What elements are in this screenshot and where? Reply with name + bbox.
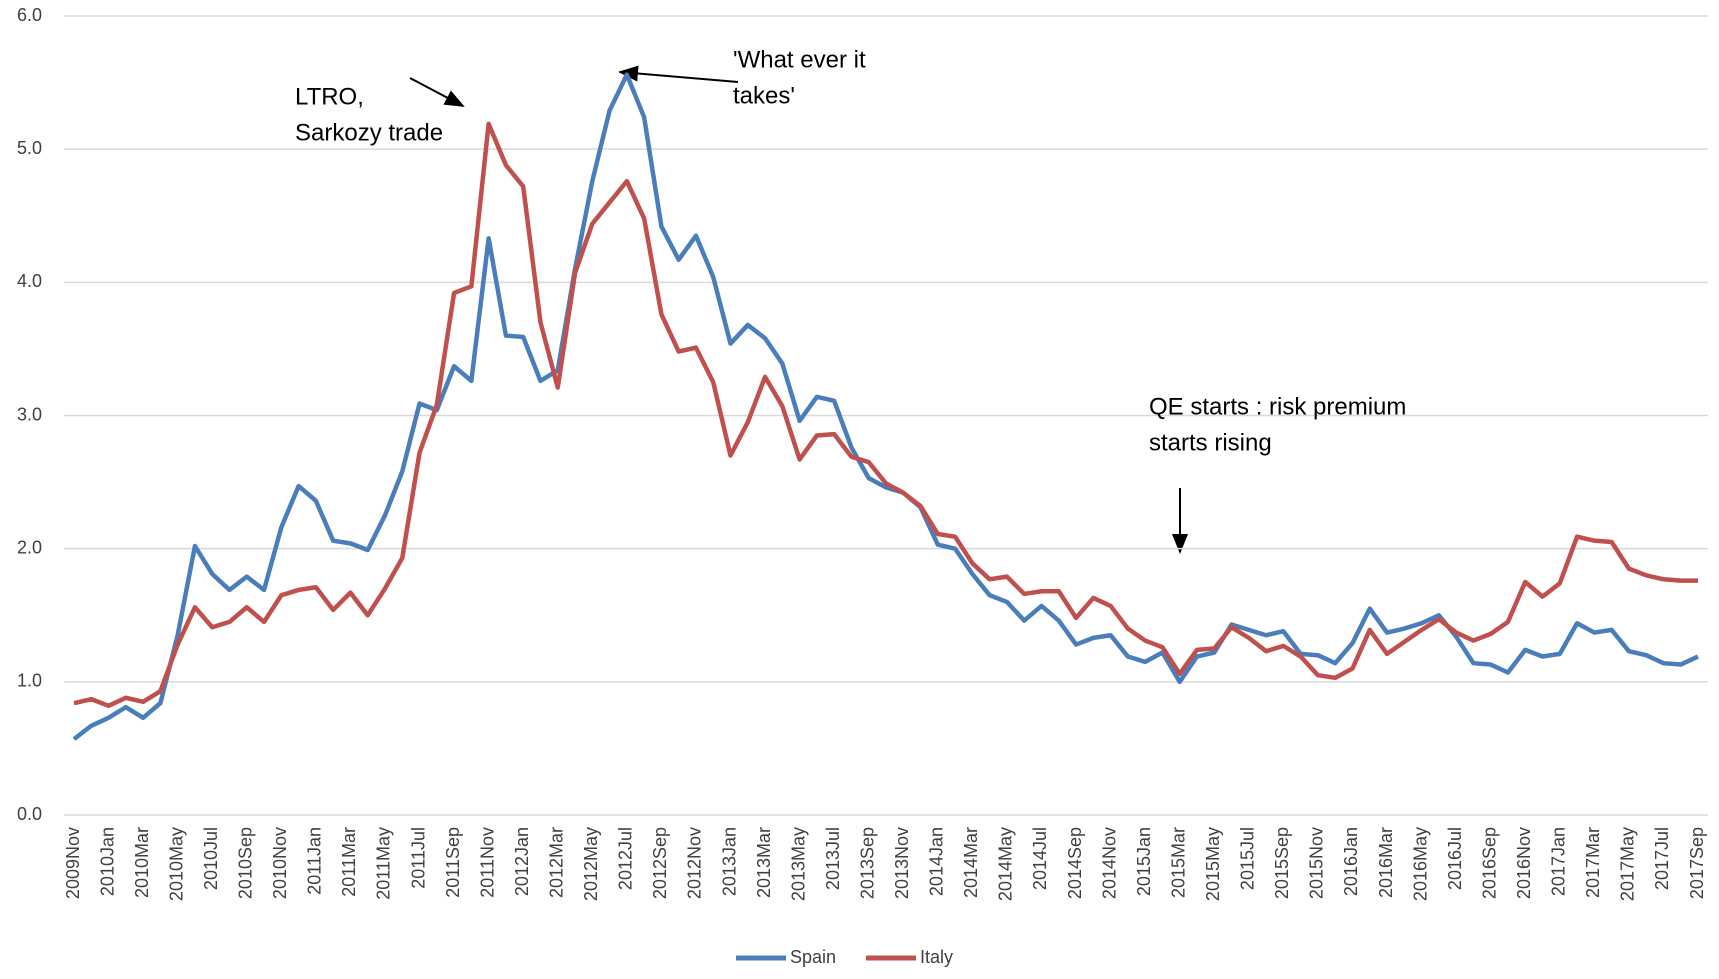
x-tick-label: 2014Nov [1099, 827, 1119, 899]
x-tick-label: 2009Nov [63, 827, 83, 899]
x-tick-label: 2013Sep [857, 827, 877, 899]
x-tick-label: 2011Sep [443, 827, 463, 898]
annotation: Sarkozy trade [295, 119, 443, 146]
annotation: takes' [733, 82, 795, 109]
x-tick-label: 2012Jul [616, 827, 636, 890]
x-tick-label: 2013Jul [823, 827, 843, 890]
annotation: starts rising [1149, 429, 1272, 456]
x-tick-label: 2013May [788, 827, 808, 901]
x-tick-label: 2017Sep [1687, 827, 1707, 899]
x-tick-label: 2016Jan [1341, 827, 1361, 896]
x-tick-label: 2010Jan [97, 827, 117, 896]
y-tick-label: 6.0 [17, 5, 42, 25]
x-tick-label: 2014May [996, 827, 1016, 901]
y-tick-label: 1.0 [17, 671, 42, 691]
x-tick-label: 2012May [581, 827, 601, 901]
x-tick-label: 2011Nov [477, 827, 497, 898]
x-tick-label: 2014Mar [961, 827, 981, 898]
x-tick-label: 2015Mar [1168, 827, 1188, 898]
y-tick-label: 0.0 [17, 804, 42, 824]
x-tick-label: 2017Jul [1652, 827, 1672, 890]
x-tick-label: 2017May [1618, 827, 1638, 901]
x-tick-label: 2015Jul [1238, 827, 1258, 890]
x-tick-label: 2011May [374, 827, 394, 900]
x-tick-label: 2013Nov [892, 827, 912, 899]
y-tick-label: 5.0 [17, 138, 42, 158]
x-tick-label: 2012Sep [650, 827, 670, 899]
arrow [409, 77, 465, 107]
annotation: LTRO, [295, 83, 364, 110]
x-tick-label: 2010Nov [270, 827, 290, 899]
annotation: 'What ever it [733, 46, 866, 73]
x-tick-label: 2013Mar [754, 827, 774, 898]
x-tick-label: 2016Sep [1479, 827, 1499, 899]
y-tick-label: 4.0 [17, 271, 42, 291]
x-tick-label: 2010Sep [236, 827, 256, 899]
y-tick-label: 3.0 [17, 404, 42, 424]
x-tick-label: 2012Nov [685, 827, 705, 899]
x-tick-label: 2012Jan [512, 827, 532, 896]
x-tick-label: 2015Jan [1134, 827, 1154, 896]
line-series [73, 121, 1698, 709]
x-tick-label: 2017Jan [1549, 827, 1569, 896]
x-tick-label: 2016Nov [1514, 827, 1534, 899]
x-tick-label: 2011Jan [305, 827, 325, 895]
x-tick-label: 2012Mar [546, 827, 566, 898]
line-series [72, 72, 1699, 741]
x-tick-label: 2016Jul [1445, 827, 1465, 890]
x-tick-label: 2013Jan [719, 827, 739, 896]
x-tick-label: 2011Mar [339, 827, 359, 897]
arrow [618, 65, 739, 83]
x-tick-label: 2017Mar [1583, 827, 1603, 898]
x-tick-label: 2016Mar [1376, 827, 1396, 898]
legend-label: Italy [920, 947, 953, 967]
x-tick-label: 2014Jan [927, 827, 947, 896]
x-tick-label: 2014Sep [1065, 827, 1085, 899]
x-tick-label: 2015Nov [1307, 827, 1327, 899]
x-tick-label: 2010Mar [132, 827, 152, 898]
x-tick-label: 2015Sep [1272, 827, 1292, 899]
x-tick-label: 2016May [1410, 827, 1430, 901]
x-tick-label: 2015May [1203, 827, 1223, 901]
legend-label: Spain [790, 947, 836, 967]
x-tick-label: 2010Jul [201, 827, 221, 890]
x-tick-label: 2010May [166, 827, 186, 901]
y-tick-label: 2.0 [17, 537, 42, 557]
x-tick-label: 2014Jul [1030, 827, 1050, 890]
annotation: QE starts : risk premium [1149, 393, 1406, 420]
x-tick-label: 2011Jul [408, 827, 428, 889]
